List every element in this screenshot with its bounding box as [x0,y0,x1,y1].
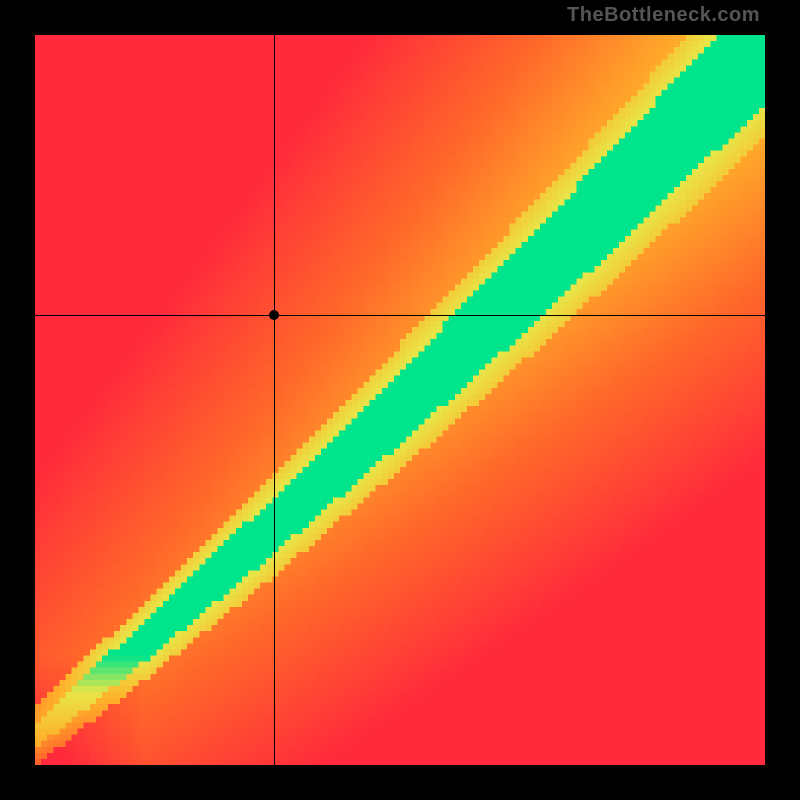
watermark-text: TheBottleneck.com [567,4,760,27]
crosshair-horizontal [35,315,765,316]
chart-container: TheBottleneck.com [0,0,800,800]
marker-dot [269,310,279,320]
heatmap-canvas [35,35,765,765]
plot-area [35,35,765,765]
crosshair-vertical [274,35,275,765]
